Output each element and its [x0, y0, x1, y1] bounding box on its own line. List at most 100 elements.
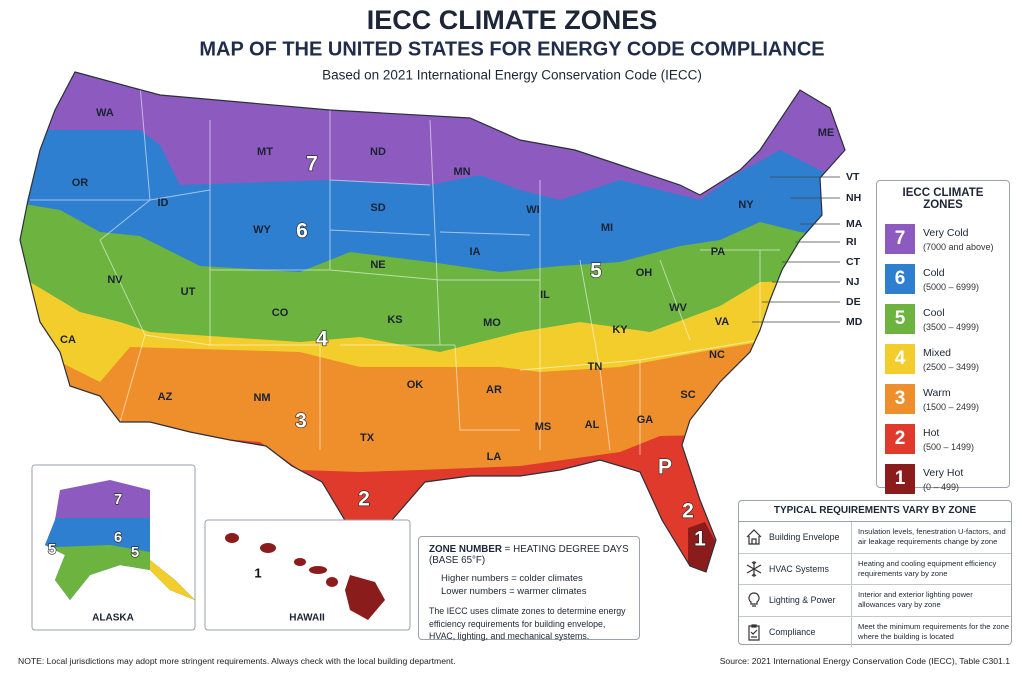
state-label: AZ: [158, 391, 173, 403]
legend-range: (3500 – 4999): [923, 321, 980, 332]
state-label: WV: [669, 302, 687, 314]
requirement-row: Building Envelope Insulation levels, fene…: [739, 522, 1011, 554]
basis: Based on 2021 International Energy Conse…: [322, 68, 702, 83]
state-borders: [30, 84, 780, 455]
note-lower: Lower numbers = warmer climates: [441, 586, 587, 597]
state-label: NC: [709, 349, 725, 361]
state-label: ME: [818, 127, 835, 139]
zone-label: 4: [316, 328, 328, 351]
title: IECC CLIMATE ZONES: [367, 5, 658, 35]
requirements-table: TYPICAL REQUIREMENTS VARY BY ZONE Buildi…: [738, 500, 1012, 647]
state-label: IA: [470, 246, 481, 258]
alaska-zone-label: 5: [131, 544, 139, 561]
inset-title: ALASKA: [92, 613, 134, 624]
zone-label: 3: [295, 410, 307, 433]
requirement-icon-cell: [739, 527, 769, 547]
legend-text: Mixed (2500 – 3499): [923, 347, 979, 372]
state-label: NE: [370, 259, 385, 271]
state-label: MN: [453, 166, 470, 178]
state-label: ND: [370, 146, 386, 158]
legend-item: 7 Very Cold (7000 and above): [885, 219, 1001, 259]
zone-label: 7: [306, 153, 318, 176]
requirement-name: Lighting & Power: [769, 585, 852, 616]
east-state-label: NH: [846, 192, 861, 204]
legend-range: (500 – 1499): [923, 441, 975, 452]
state-label: MS: [535, 421, 552, 433]
legend-item: 2 Hot (500 – 1499): [885, 419, 1001, 459]
requirements-title: TYPICAL REQUIREMENTS VARY BY ZONE: [739, 501, 1011, 522]
east-state-label: DE: [846, 296, 861, 308]
hawaii-zone-label: 1: [254, 565, 261, 580]
alaska-zone-label: 7: [114, 491, 122, 508]
requirement-icon-cell: [739, 622, 769, 642]
subtitle: MAP OF THE UNITED STATES FOR ENERGY CODE…: [199, 38, 824, 60]
legend-items: 7 Very Cold (7000 and above) 6 Cold (5000 – 6…: [885, 219, 1001, 499]
state-label: WA: [96, 107, 114, 119]
alaska-zone-label: 5: [48, 541, 56, 558]
legend-text: Warm (1500 – 2499): [923, 387, 979, 412]
state-label: WY: [253, 224, 271, 236]
state-labels: WA OR ID MT WY NV UT CO CA AZ NM ND SD NE KS OK TX MN IA MO…: [60, 107, 834, 463]
state-label: NY: [738, 199, 754, 211]
zone-label: 2: [682, 500, 694, 523]
east-state-label: MD: [846, 316, 863, 328]
zone-label: 1: [694, 528, 706, 551]
legend-name: Warm: [923, 386, 951, 399]
hawaii-islands: [225, 533, 385, 620]
requirement-text: Interior and exterior lighting power all…: [858, 590, 973, 610]
requirement-name: Compliance: [769, 616, 852, 647]
legend-item: 5 Cool (3500 – 4999): [885, 299, 1001, 339]
state-label: GA: [637, 414, 654, 426]
legend-text: Cool (3500 – 4999): [923, 307, 979, 332]
alaska-zone-labels: 765 5: [47, 490, 140, 561]
state-label: AR: [486, 384, 502, 396]
footer-note: NOTE: Local jurisdictions may adopt more…: [18, 656, 456, 666]
legend-text: Cold (5000 – 6999): [923, 267, 979, 292]
requirement-row: HVAC Systems Heating and cooling equipmen…: [739, 553, 1011, 585]
legend-range: (7000 and above): [923, 241, 994, 252]
state-label: SD: [370, 202, 385, 214]
state-label: ID: [158, 197, 169, 209]
legend-text: Very Hot (0 – 499): [923, 467, 963, 492]
inset-title: HAWAII: [289, 613, 325, 624]
state-label: OH: [636, 267, 653, 279]
zone-label: P: [658, 456, 672, 479]
state-label: MO: [483, 317, 501, 329]
state-label: CA: [60, 334, 76, 346]
legend-swatch: 2: [885, 424, 915, 454]
state-label: OR: [72, 177, 89, 189]
requirement-text: Meet the minimum requirements for the zo…: [858, 621, 1010, 641]
legend-swatch: 4: [885, 344, 915, 374]
alaska-zone-label: 6: [114, 529, 122, 546]
east-state-label: NJ: [846, 276, 860, 288]
requirement-name: Building Envelope: [769, 522, 852, 553]
east-state-label: MA: [846, 218, 863, 230]
zone-label: 6: [296, 220, 308, 243]
zone-label: 2: [358, 488, 370, 511]
state-label: TX: [360, 432, 375, 444]
requirement-row: Compliance Meet the minimum requirements …: [739, 616, 1011, 647]
legend: IECC CLIMATE ZONES 7 Very Cold (7000 and a…: [876, 180, 1010, 494]
note-heading-rest: = HEATING DEGREE DAYS (BASE 65°F): [429, 544, 629, 566]
east-labels: VT NH MA RI CT NJ DE MD: [752, 171, 863, 328]
legend-range: (0 – 499): [923, 481, 960, 492]
legend-swatch: 7: [885, 224, 915, 254]
legend-item: 6 Cold (5000 – 6999): [885, 259, 1001, 299]
legend-name: Very Hot: [923, 466, 964, 479]
legend-name: Cold: [923, 266, 945, 279]
note-higher: Higher numbers = colder climates: [441, 573, 583, 584]
requirement-text: Insulation levels, fenestration U-factor…: [858, 527, 1006, 547]
legend-item: 4 Mixed (2500 – 3499): [885, 339, 1001, 379]
us-outline: [19, 71, 846, 573]
east-state-label: VT: [846, 171, 860, 183]
legend-name: Cool: [923, 306, 945, 319]
legend-range: (1500 – 2499): [923, 401, 980, 412]
state-label: VA: [715, 316, 730, 328]
requirement-icon: [748, 624, 760, 641]
legend-swatch: 6: [885, 264, 915, 294]
legend-text: Very Cold (7000 and above): [923, 227, 994, 252]
state-label: WI: [526, 204, 539, 216]
